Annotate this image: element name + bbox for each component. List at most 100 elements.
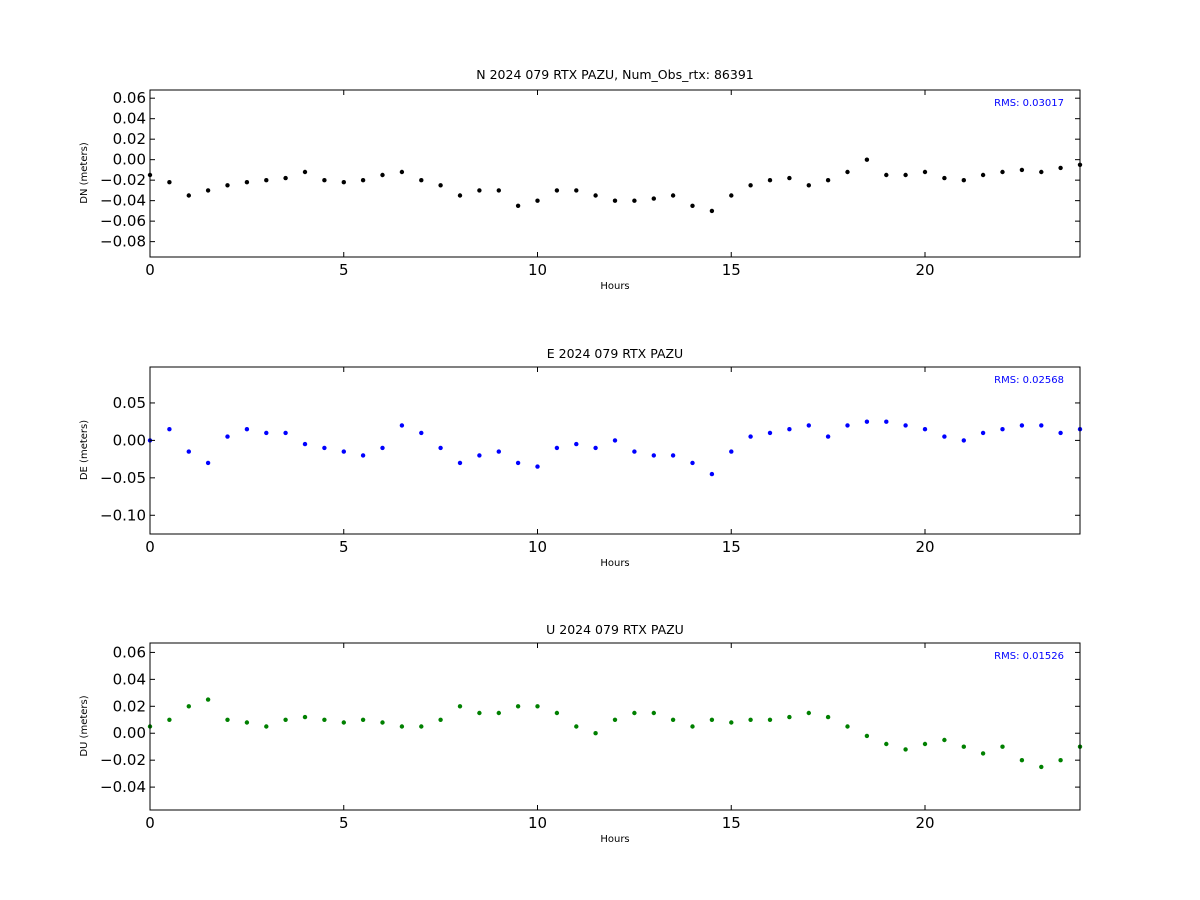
panel-n-data-point	[593, 193, 598, 198]
panel-u-x-tick-label: 20	[915, 814, 934, 832]
panel-u-axes-frame	[149, 642, 1081, 811]
panel-u-data-point	[1019, 758, 1025, 763]
panel-u-data-point	[922, 741, 928, 747]
panel-n-y-tick-label: −0.02	[100, 171, 146, 189]
panel-u-x-tick-label: 10	[528, 814, 547, 832]
panel-e-data-point	[612, 438, 618, 443]
panel-n-y-tick-label: 0.04	[113, 110, 146, 128]
panel-e-data-point	[845, 423, 850, 428]
panel-u-data-point	[980, 751, 986, 756]
panel-n-data-point	[729, 193, 734, 198]
panel-n-y-tick-label: −0.04	[100, 192, 146, 210]
panel-u-data-point	[767, 717, 773, 722]
panel-n-y-tick-label: −0.08	[100, 233, 146, 251]
panel-n-data-point	[205, 188, 211, 193]
panel-n-axes-frame	[149, 89, 1081, 258]
panel-e-data-point	[283, 430, 288, 436]
panel-u-y-ticks: 0.06 0.04 0.02 0.00 −0.02 −0.04	[100, 643, 1080, 796]
panel-e-axes-frame	[149, 366, 1081, 535]
panel-n-data-point	[554, 188, 560, 193]
panel-u-data-point	[341, 720, 346, 725]
panel-u-data-point	[399, 724, 405, 729]
panel-n-data-point	[884, 172, 889, 178]
panel-n-x-tick-label: 5	[339, 261, 349, 279]
panel-u-data-point	[225, 717, 230, 722]
panel-e-data-point	[399, 423, 405, 428]
panel-n-data-point	[1058, 165, 1063, 171]
panel-e-data-point	[360, 453, 366, 458]
panel-n-data-point	[399, 169, 405, 175]
panel-n-data-point	[244, 180, 250, 185]
panel-u-data-point	[1039, 764, 1044, 770]
panel-n-data-point	[748, 183, 753, 188]
panel-e-data-point	[205, 460, 211, 466]
panel-u-data-point	[1058, 758, 1063, 763]
panel-u-data-point	[457, 704, 463, 709]
panel-n-data-point	[632, 198, 637, 203]
panel-u-x-ticks: 0 5 10 15 20	[145, 643, 935, 832]
panel-e-data-point	[419, 430, 424, 436]
panel-n-data-point	[864, 157, 870, 162]
panel-e-data-point	[341, 449, 346, 454]
panel-n-data-point	[845, 169, 850, 175]
panel-n-data-point	[225, 183, 230, 188]
panel-u-data-point	[884, 741, 889, 747]
panel-e-data-point	[1039, 423, 1044, 428]
panel-n-data-point	[690, 203, 695, 208]
panel-e-data-point	[632, 449, 637, 454]
panel-e-rms-annotation: RMS: 0.02568	[994, 375, 1064, 386]
panel-e-data-point	[670, 453, 676, 458]
panel-n-data-point	[709, 208, 715, 214]
panel-n-x-axis-label: Hours	[600, 281, 629, 292]
panel-e-data-point	[1019, 423, 1025, 428]
panel-u-data-point	[825, 714, 831, 720]
panel-u-data-point	[438, 717, 443, 722]
panel-n-data-point	[961, 178, 966, 183]
panel-u-data-point	[302, 714, 308, 720]
panel-u-data-point	[322, 717, 327, 722]
panel-e-data-point	[535, 464, 540, 469]
panel-u-data-point	[205, 697, 211, 702]
panel-e-data-point	[554, 445, 560, 451]
panel-u-y-tick-label: −0.04	[100, 778, 146, 796]
panel-u-y-axis-label: DU (meters)	[79, 695, 90, 756]
panel-e-data-point	[709, 471, 715, 477]
panel-e-data-point	[961, 438, 966, 443]
panel-n-data-point	[360, 178, 366, 183]
panel-e-x-tick-label: 10	[528, 538, 547, 556]
panel-e-data-point	[690, 460, 695, 466]
panel-e-y-ticks: 0.05 0.00 −0.05 −0.10	[100, 394, 1080, 524]
panel-e-data-point	[225, 434, 230, 439]
panel-u-data-point	[961, 744, 966, 749]
panel-e-data-point	[477, 453, 482, 458]
panel-u-data-point	[632, 710, 637, 716]
panel-e-data-point	[748, 434, 753, 439]
panel-e-data-point	[574, 441, 579, 447]
panel-u-data-point	[535, 704, 540, 709]
panel-e-y-tick-label: −0.05	[100, 469, 146, 487]
panel-e-data-point	[496, 449, 501, 454]
panel-n-data-point	[302, 169, 308, 175]
panel-e-x-axis-label: Hours	[600, 558, 629, 569]
panel-n-data-point	[651, 196, 656, 201]
panel-n-data-point	[477, 188, 482, 193]
panel-n-data-point	[457, 193, 463, 198]
panel-e-data-point	[438, 445, 443, 451]
panel-e-data-point	[244, 427, 250, 432]
panel-n-rms-annotation: RMS: 0.03017	[994, 98, 1064, 109]
panel-n-data-point	[341, 180, 346, 185]
panel-u-data-point	[574, 724, 579, 729]
panel-u-data-point	[709, 717, 715, 722]
panel-n-y-tick-label: 0.00	[113, 151, 146, 169]
panel-u-data-point	[651, 710, 656, 716]
panel-e-data-point	[457, 460, 463, 466]
panel-u-title: U 2024 079 RTX PAZU	[546, 622, 684, 637]
panel-e-data-point	[302, 441, 308, 447]
panel-u-y-tick-label: 0.06	[113, 643, 146, 661]
panel-u-data-point	[787, 714, 792, 720]
panel-u-data-point	[903, 747, 908, 752]
panel-u-data-point	[690, 724, 695, 729]
panel-n-data-point	[438, 183, 443, 188]
